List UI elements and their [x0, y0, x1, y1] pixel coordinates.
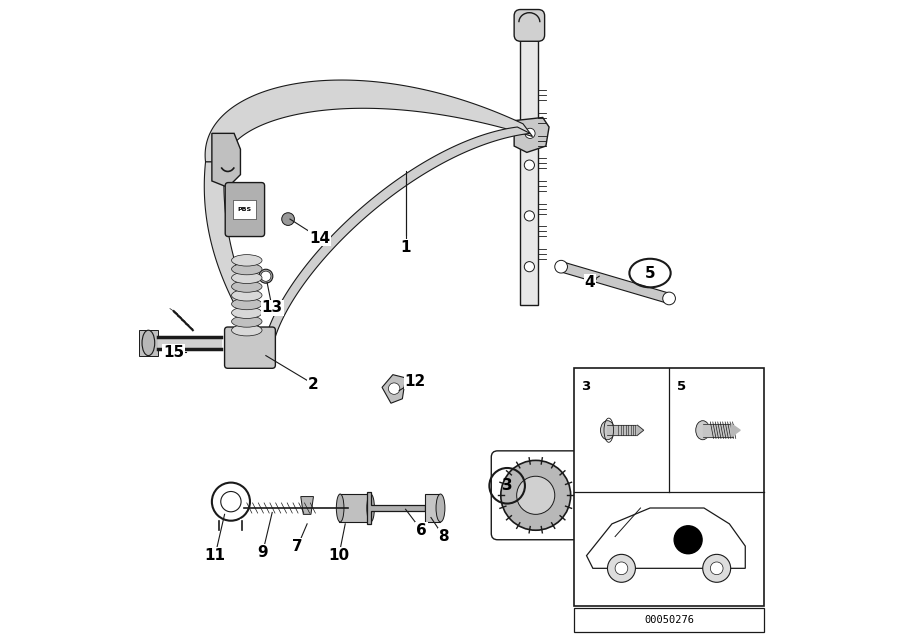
Text: 11: 11: [204, 548, 226, 563]
Circle shape: [517, 476, 554, 514]
Circle shape: [389, 383, 400, 394]
Text: 3: 3: [502, 478, 512, 493]
Polygon shape: [560, 262, 670, 304]
Ellipse shape: [231, 316, 262, 327]
Ellipse shape: [367, 494, 374, 522]
FancyBboxPatch shape: [225, 327, 275, 368]
Polygon shape: [382, 375, 406, 403]
Circle shape: [261, 271, 271, 281]
Circle shape: [282, 213, 294, 225]
Circle shape: [525, 128, 535, 138]
Polygon shape: [637, 425, 643, 436]
Polygon shape: [514, 117, 549, 152]
Polygon shape: [205, 80, 533, 162]
FancyBboxPatch shape: [514, 10, 544, 41]
Text: 2: 2: [308, 377, 319, 392]
Ellipse shape: [231, 281, 262, 292]
Ellipse shape: [600, 420, 615, 439]
Text: 6: 6: [416, 523, 427, 538]
Ellipse shape: [142, 330, 155, 356]
Text: 9: 9: [257, 545, 268, 560]
Text: 00050276: 00050276: [644, 615, 694, 625]
FancyBboxPatch shape: [225, 183, 265, 236]
Circle shape: [710, 562, 723, 575]
Polygon shape: [367, 492, 425, 524]
Ellipse shape: [259, 269, 273, 283]
Circle shape: [674, 526, 702, 554]
Polygon shape: [425, 494, 440, 522]
Ellipse shape: [337, 494, 344, 522]
Polygon shape: [204, 162, 263, 340]
Text: 5: 5: [644, 265, 655, 281]
Circle shape: [525, 211, 535, 221]
Bar: [574, 368, 764, 606]
Text: 10: 10: [328, 548, 349, 563]
Circle shape: [525, 160, 535, 170]
Text: 15: 15: [163, 345, 184, 360]
Ellipse shape: [436, 494, 445, 522]
Polygon shape: [139, 330, 158, 356]
Text: 13: 13: [262, 300, 283, 316]
Polygon shape: [266, 127, 530, 337]
Text: 3: 3: [581, 380, 590, 392]
Text: 7: 7: [292, 538, 303, 554]
Text: 8: 8: [438, 529, 449, 544]
Polygon shape: [732, 424, 740, 437]
Circle shape: [608, 554, 635, 582]
Circle shape: [554, 260, 568, 273]
Text: 1: 1: [400, 240, 410, 255]
Ellipse shape: [696, 420, 710, 439]
Circle shape: [525, 262, 535, 272]
Ellipse shape: [231, 272, 262, 283]
Polygon shape: [301, 497, 313, 514]
Circle shape: [703, 554, 731, 582]
Ellipse shape: [231, 307, 262, 318]
Ellipse shape: [231, 290, 262, 301]
Ellipse shape: [231, 298, 262, 310]
Polygon shape: [212, 133, 240, 187]
Ellipse shape: [231, 255, 262, 266]
Bar: [574, 608, 764, 632]
Text: 4: 4: [584, 275, 595, 290]
Text: 5: 5: [677, 380, 686, 392]
Text: 12: 12: [404, 373, 426, 389]
Polygon shape: [520, 32, 538, 305]
Text: 14: 14: [310, 231, 330, 246]
Text: PBS: PBS: [238, 207, 252, 212]
Circle shape: [662, 292, 675, 305]
Bar: [233, 200, 256, 219]
Polygon shape: [339, 494, 371, 522]
Ellipse shape: [231, 264, 262, 275]
Circle shape: [500, 460, 571, 530]
Ellipse shape: [231, 324, 262, 336]
Circle shape: [615, 562, 628, 575]
